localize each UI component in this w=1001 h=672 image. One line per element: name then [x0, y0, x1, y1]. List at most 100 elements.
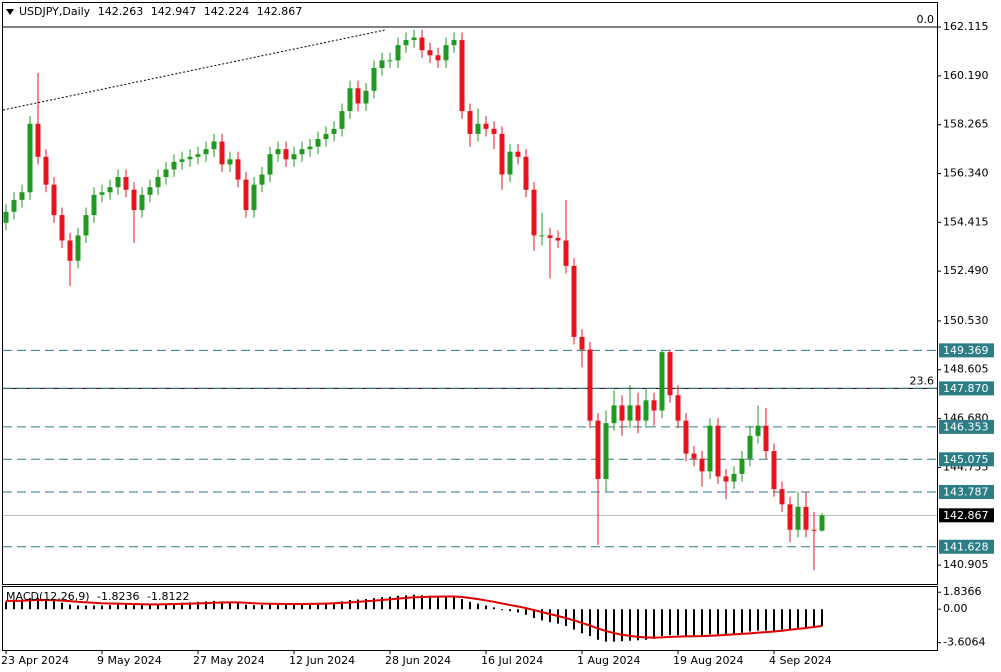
candle-body [555, 237, 561, 241]
level-label-box [939, 381, 994, 396]
candle-body [147, 187, 153, 195]
fib-label: 23.6 [910, 374, 935, 387]
candle-body [699, 458, 705, 472]
fib-label: 0.0 [917, 13, 935, 26]
header-high: 142.947 [151, 5, 197, 18]
candle-body [339, 111, 345, 129]
header-open: 142.263 [98, 5, 144, 18]
candle-body [747, 435, 753, 459]
y-tick-label: -3.6064 [943, 636, 985, 649]
candle-body [211, 141, 217, 150]
candle-body [59, 215, 65, 241]
candle-body [131, 189, 137, 211]
candle-body [595, 420, 601, 479]
candle-body [363, 90, 369, 104]
current-price-box [939, 508, 994, 523]
candle-body [435, 55, 441, 61]
candle-body [3, 211, 9, 223]
candle-body [179, 159, 185, 162]
y-tick-label: 148.605 [943, 363, 989, 376]
candle-body [579, 336, 585, 350]
level-label: 141.628 [943, 540, 989, 553]
candle-body [755, 425, 761, 436]
candle-body [275, 149, 281, 155]
header-close: 142.867 [257, 5, 303, 18]
candle-body [451, 40, 457, 46]
candle-body [715, 425, 721, 477]
candle-body [811, 529, 817, 531]
candle-body [187, 156, 193, 160]
y-tick-label: 158.265 [943, 118, 989, 131]
y-tick-label: 150.530 [943, 314, 989, 327]
candle-body [643, 400, 649, 421]
chart-title: USDJPY,Daily [19, 5, 91, 18]
x-tick-label: 12 Jun 2024 [289, 654, 355, 667]
x-tick-label: 28 Jun 2024 [385, 654, 451, 667]
candle-body [259, 174, 265, 185]
candle-body [531, 189, 537, 236]
candle-body [307, 146, 313, 150]
candle-body [163, 169, 169, 178]
candle-body [763, 425, 769, 452]
candle-body [803, 506, 809, 530]
candle-body [99, 192, 105, 195]
header-arrow [6, 9, 14, 15]
candle-body [251, 184, 257, 211]
candle-body [523, 156, 529, 190]
candle-body [411, 37, 417, 41]
candle-body [27, 123, 33, 193]
candle-body [155, 177, 161, 188]
candle-body [507, 151, 513, 175]
macd-value: -1.8122 [147, 590, 189, 603]
candle-body [659, 352, 665, 411]
y-tick-label: 160.190 [943, 69, 989, 82]
candle-body [107, 187, 113, 193]
header: USDJPY,Daily 142.263 142.947 142.224 142… [19, 5, 302, 18]
candle-body [355, 88, 361, 104]
candle-body [675, 395, 681, 421]
candle-body [611, 405, 617, 424]
candle-body [403, 40, 409, 46]
candle-body [203, 149, 209, 155]
y-tick-label: 1.8366 [943, 585, 982, 598]
candle-body [483, 123, 489, 129]
candle-body [371, 67, 377, 91]
candle-body [35, 123, 41, 157]
y-tick-label: 140.905 [943, 558, 989, 571]
candle-body [779, 489, 785, 505]
candle-body [443, 45, 449, 61]
candle-body [387, 60, 393, 62]
candle-body [603, 423, 609, 479]
macd-title: MACD(12,26,9) -1.8236 -1.8122 [6, 590, 189, 603]
x-tick-label: 1 Aug 2024 [577, 654, 640, 667]
candle-body [635, 405, 641, 421]
candle-body [619, 405, 625, 421]
candle-body [459, 40, 465, 112]
y-tick-label: 152.490 [943, 264, 989, 277]
candle-body [723, 476, 729, 482]
candle-body [427, 50, 433, 56]
candle-body [67, 240, 73, 261]
candle-body [139, 194, 145, 211]
signal-line [6, 595, 823, 639]
candle-body [91, 194, 97, 216]
candle-body [291, 154, 297, 160]
level-label-box [939, 452, 994, 467]
level-label-box [939, 484, 994, 499]
y-tick-label: 0.00 [943, 602, 968, 615]
x-tick-label: 23 Apr 2024 [1, 654, 69, 667]
candle-body [683, 420, 689, 454]
candle-body [75, 235, 81, 261]
candle-body [299, 149, 305, 155]
level-label-box [939, 419, 994, 434]
candle-body [539, 235, 545, 237]
candle-body [315, 139, 321, 147]
candle-body [667, 352, 673, 396]
candle-body [347, 88, 353, 112]
candle-body [267, 154, 273, 175]
x-tick-label: 27 May 2024 [193, 654, 265, 667]
candle-body [491, 128, 497, 134]
level-label: 147.870 [943, 382, 989, 395]
